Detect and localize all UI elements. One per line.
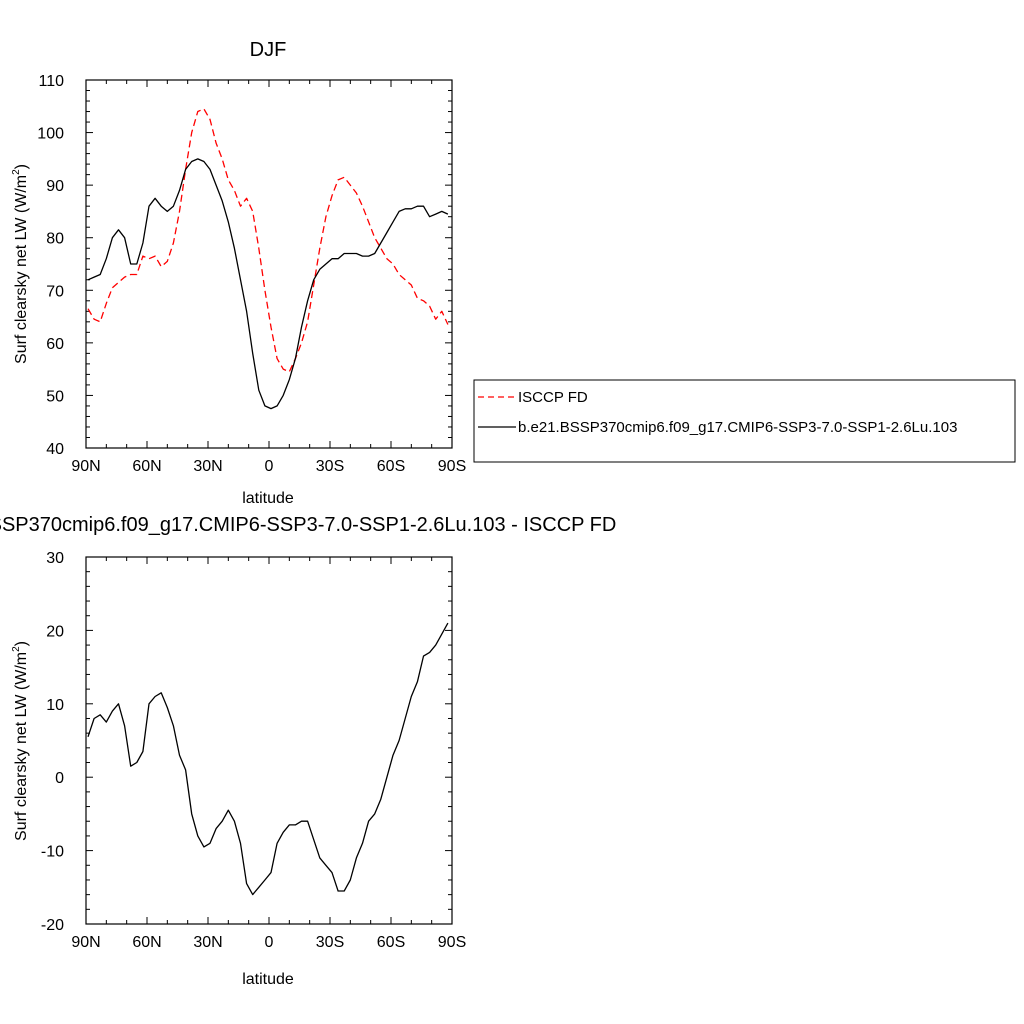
y-tick-label: 30	[46, 550, 64, 567]
series-line-0-0	[87, 108, 449, 373]
chart1-ylabel-sup: 2	[11, 169, 22, 175]
x-tick-label: 30N	[193, 934, 222, 951]
y-tick-label: 50	[46, 388, 64, 405]
y-tick-label: 60	[46, 336, 64, 353]
legend-label-isccp: ISCCP FD	[518, 389, 588, 406]
x-tick-label: 90N	[71, 458, 100, 475]
legend: ISCCP FD b.e21.BSSP370cmip6.f09_g17.CMIP…	[473, 379, 1016, 463]
x-tick-label: 30S	[316, 934, 344, 951]
chart2-ylabel-main: Surf clearsky net LW (W/m	[13, 652, 30, 841]
legend-label-model: b.e21.BSSP370cmip6.f09_g17.CMIP6-SSP3-7.…	[518, 419, 957, 436]
y-tick-label: 70	[46, 283, 64, 300]
x-tick-label: 60N	[132, 934, 161, 951]
chart2-plot-area: 90N 60N 30N 0 30S 60S 90S -20 -10 0 10 20 30	[41, 550, 466, 951]
series-line-1-0	[87, 622, 449, 896]
x-tick-label: 90N	[71, 934, 100, 951]
x-tick-label: 0	[265, 458, 274, 475]
y-tick-label: 110	[38, 73, 64, 90]
x-tick-label: 30S	[316, 458, 344, 475]
x-tick-label: 0	[265, 934, 274, 951]
y-tick-label: 90	[46, 178, 64, 195]
chart2-ylabel-sup: 2	[11, 646, 22, 652]
chart2-ylabel: Surf clearsky net LW (W/m2)	[11, 641, 30, 841]
y-tick-label: 20	[46, 623, 64, 640]
chart2-xlabel: latitude	[242, 971, 294, 988]
y-tick-label: 100	[37, 126, 64, 143]
legend-box	[473, 379, 1016, 463]
y-tick-label: 0	[55, 770, 64, 787]
plot-frame	[85, 79, 453, 449]
x-tick-label: 30N	[193, 458, 222, 475]
x-tick-label: 90S	[438, 458, 466, 475]
x-tick-label: 60S	[377, 934, 405, 951]
x-tick-label: 60S	[377, 458, 405, 475]
chart2-ylabel-end: )	[13, 641, 30, 646]
chart2-title: b.e21.BSSP370cmip6.f09_g17.CMIP6-SSP3-7.…	[0, 514, 616, 536]
chart1-title: DJF	[250, 39, 287, 61]
y-tick-label: 80	[46, 231, 64, 248]
x-tick-label: 90S	[438, 934, 466, 951]
y-tick-label: -10	[41, 844, 64, 861]
chart1-ylabel: Surf clearsky net LW (W/m2)	[11, 164, 30, 364]
y-tick-label: 40	[46, 441, 64, 458]
y-tick-label: -20	[41, 917, 64, 934]
chart1-ylabel-end: )	[13, 164, 30, 169]
chart1-plot-area: 90N 60N 30N 0 30S 60S 90S 40 50 60 70 80 90 100 110	[37, 73, 466, 475]
chart1-ylabel-main: Surf clearsky net LW (W/m	[13, 175, 30, 364]
x-tick-label: 60N	[132, 458, 161, 475]
y-tick-label: 10	[46, 697, 64, 714]
plot-frame	[85, 556, 453, 925]
chart1-xlabel: latitude	[242, 490, 294, 507]
series-line-0-1	[87, 158, 449, 410]
